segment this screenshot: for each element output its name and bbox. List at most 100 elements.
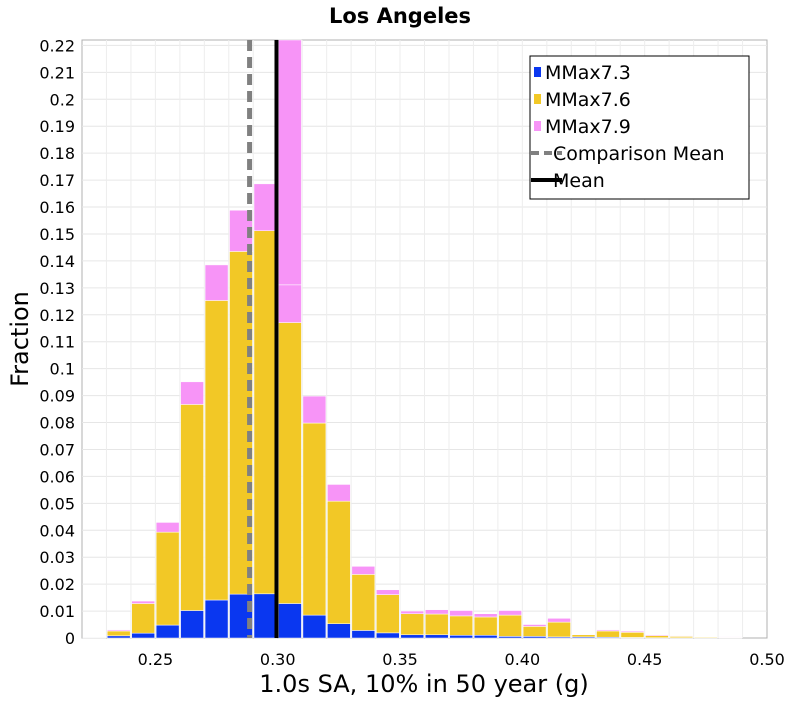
legend-swatch bbox=[534, 94, 541, 104]
bar-segment-1 bbox=[474, 635, 497, 638]
bar-segment-2 bbox=[205, 300, 228, 600]
y-tick-label: 0 bbox=[65, 629, 75, 648]
x-tick-label: 0.30 bbox=[260, 650, 296, 669]
bar-segment-2 bbox=[132, 604, 155, 634]
bar-segment-3 bbox=[156, 522, 179, 532]
legend-label: Comparison Mean bbox=[553, 143, 725, 165]
y-tick-label: 0.18 bbox=[39, 144, 75, 163]
bar-segment-3 bbox=[670, 636, 693, 637]
bar-segment-1 bbox=[401, 635, 424, 638]
y-tick-label: 0.21 bbox=[39, 63, 75, 82]
bar-segment-2 bbox=[401, 614, 424, 635]
y-tick-label: 0.09 bbox=[39, 387, 75, 406]
bar-segment-2 bbox=[425, 614, 448, 635]
y-tick-label: 0.03 bbox=[39, 548, 75, 567]
y-tick-label: 0.08 bbox=[39, 414, 75, 433]
bar-segment-3 bbox=[327, 484, 350, 501]
bar-segment-1 bbox=[230, 594, 253, 638]
bar-segment-3 bbox=[621, 631, 644, 632]
bar-segment-1 bbox=[303, 615, 326, 638]
bar-segment-2 bbox=[548, 622, 571, 637]
bar-segment-3 bbox=[450, 611, 473, 616]
legend-swatch bbox=[534, 67, 541, 77]
bar-segment-2 bbox=[376, 595, 399, 633]
y-tick-label: 0.11 bbox=[39, 333, 75, 352]
y-tick-label: 0.14 bbox=[39, 252, 75, 271]
bar-segment-2 bbox=[278, 323, 301, 604]
y-tick-label: 0.16 bbox=[39, 198, 75, 217]
legend: MMax7.3 MMax7.6 MMax7.9 Comparison Mean Mean bbox=[530, 56, 749, 199]
bar-segment-3 bbox=[181, 382, 204, 405]
bar-segment-3 bbox=[572, 634, 595, 635]
bar-segment-3 bbox=[548, 618, 571, 622]
bar-segment-2 bbox=[499, 615, 522, 636]
bar-segment-2 bbox=[474, 617, 497, 635]
bar-segment-3 bbox=[645, 635, 668, 636]
y-tick-label: 0.1 bbox=[50, 360, 75, 379]
bar-segment-2 bbox=[523, 626, 546, 636]
bar-segment-3 bbox=[597, 630, 620, 631]
y-axis-label: Fraction bbox=[6, 291, 34, 387]
chart-title: Los Angeles bbox=[329, 4, 471, 28]
bar-segment-1 bbox=[156, 625, 179, 638]
y-tick-label: 0.12 bbox=[39, 306, 75, 325]
bar-segment-2 bbox=[181, 404, 204, 610]
x-tick-label: 0.40 bbox=[505, 650, 541, 669]
y-tick-label: 0.02 bbox=[39, 575, 75, 594]
x-tick-label: 0.50 bbox=[749, 650, 785, 669]
legend-swatch bbox=[534, 121, 541, 131]
bar-segment-2 bbox=[352, 574, 375, 630]
bar-segment-1 bbox=[181, 611, 204, 638]
legend-label: MMax7.3 bbox=[545, 62, 631, 84]
bar-segment-1 bbox=[254, 594, 277, 638]
legend-label: MMax7.9 bbox=[545, 116, 631, 138]
x-axis-label: 1.0s SA, 10% in 50 year (g) bbox=[259, 670, 588, 698]
y-tick-label: 0.13 bbox=[39, 279, 75, 298]
x-axis-ticks: 0.25 0.30 0.35 0.40 0.45 0.50 bbox=[138, 650, 785, 669]
bar-segment-1 bbox=[278, 604, 301, 638]
y-tick-label: 0.22 bbox=[39, 36, 75, 55]
bar-segment-2 bbox=[303, 423, 326, 615]
legend-label: Mean bbox=[553, 170, 605, 192]
bar-segment-1 bbox=[327, 624, 350, 638]
bar-segment-1 bbox=[425, 635, 448, 638]
bar-segment-2 bbox=[450, 616, 473, 635]
bar-segment-2 bbox=[645, 636, 668, 638]
bar-segment-1 bbox=[376, 633, 399, 638]
bar-segment-3 bbox=[523, 625, 546, 627]
bar-segment-1 bbox=[132, 633, 155, 638]
bar-segment-1 bbox=[352, 630, 375, 638]
bar-segment-2 bbox=[597, 631, 620, 637]
bar-segment-3 bbox=[132, 601, 155, 603]
bar-segment-3 bbox=[303, 396, 326, 423]
bar-segment-3 bbox=[254, 184, 277, 231]
x-tick-label: 0.45 bbox=[627, 650, 663, 669]
bar-segment-3 bbox=[352, 566, 375, 574]
bar-segment-3 bbox=[499, 611, 522, 616]
bar-segment-3 bbox=[425, 610, 448, 614]
y-tick-label: 0.19 bbox=[39, 117, 75, 136]
bar-segment-2 bbox=[621, 632, 644, 637]
x-tick-label: 0.35 bbox=[382, 650, 418, 669]
y-tick-label: 0.17 bbox=[39, 171, 75, 190]
y-tick-label: 0.05 bbox=[39, 494, 75, 513]
bar-segment-2 bbox=[327, 501, 350, 624]
x-tick-label: 0.25 bbox=[138, 650, 174, 669]
bar-segment-1 bbox=[107, 636, 130, 638]
bar-segment-2 bbox=[572, 635, 595, 637]
y-tick-label: 0.07 bbox=[39, 440, 75, 459]
bar-segment-2 bbox=[156, 532, 179, 625]
bar-segment-3 bbox=[278, 285, 301, 323]
y-tick-label: 0.06 bbox=[39, 467, 75, 486]
legend-label: MMax7.6 bbox=[545, 89, 631, 111]
bar-segment-3 bbox=[205, 265, 228, 301]
bar-segment-1 bbox=[205, 600, 228, 638]
bar-segment-2 bbox=[254, 231, 277, 594]
bar-segment-2 bbox=[107, 631, 130, 636]
y-tick-label: 0.15 bbox=[39, 225, 75, 244]
y-tick-label: 0.04 bbox=[39, 521, 75, 540]
bar-segment-3 bbox=[107, 630, 130, 631]
bar-segment-3 bbox=[474, 614, 497, 617]
